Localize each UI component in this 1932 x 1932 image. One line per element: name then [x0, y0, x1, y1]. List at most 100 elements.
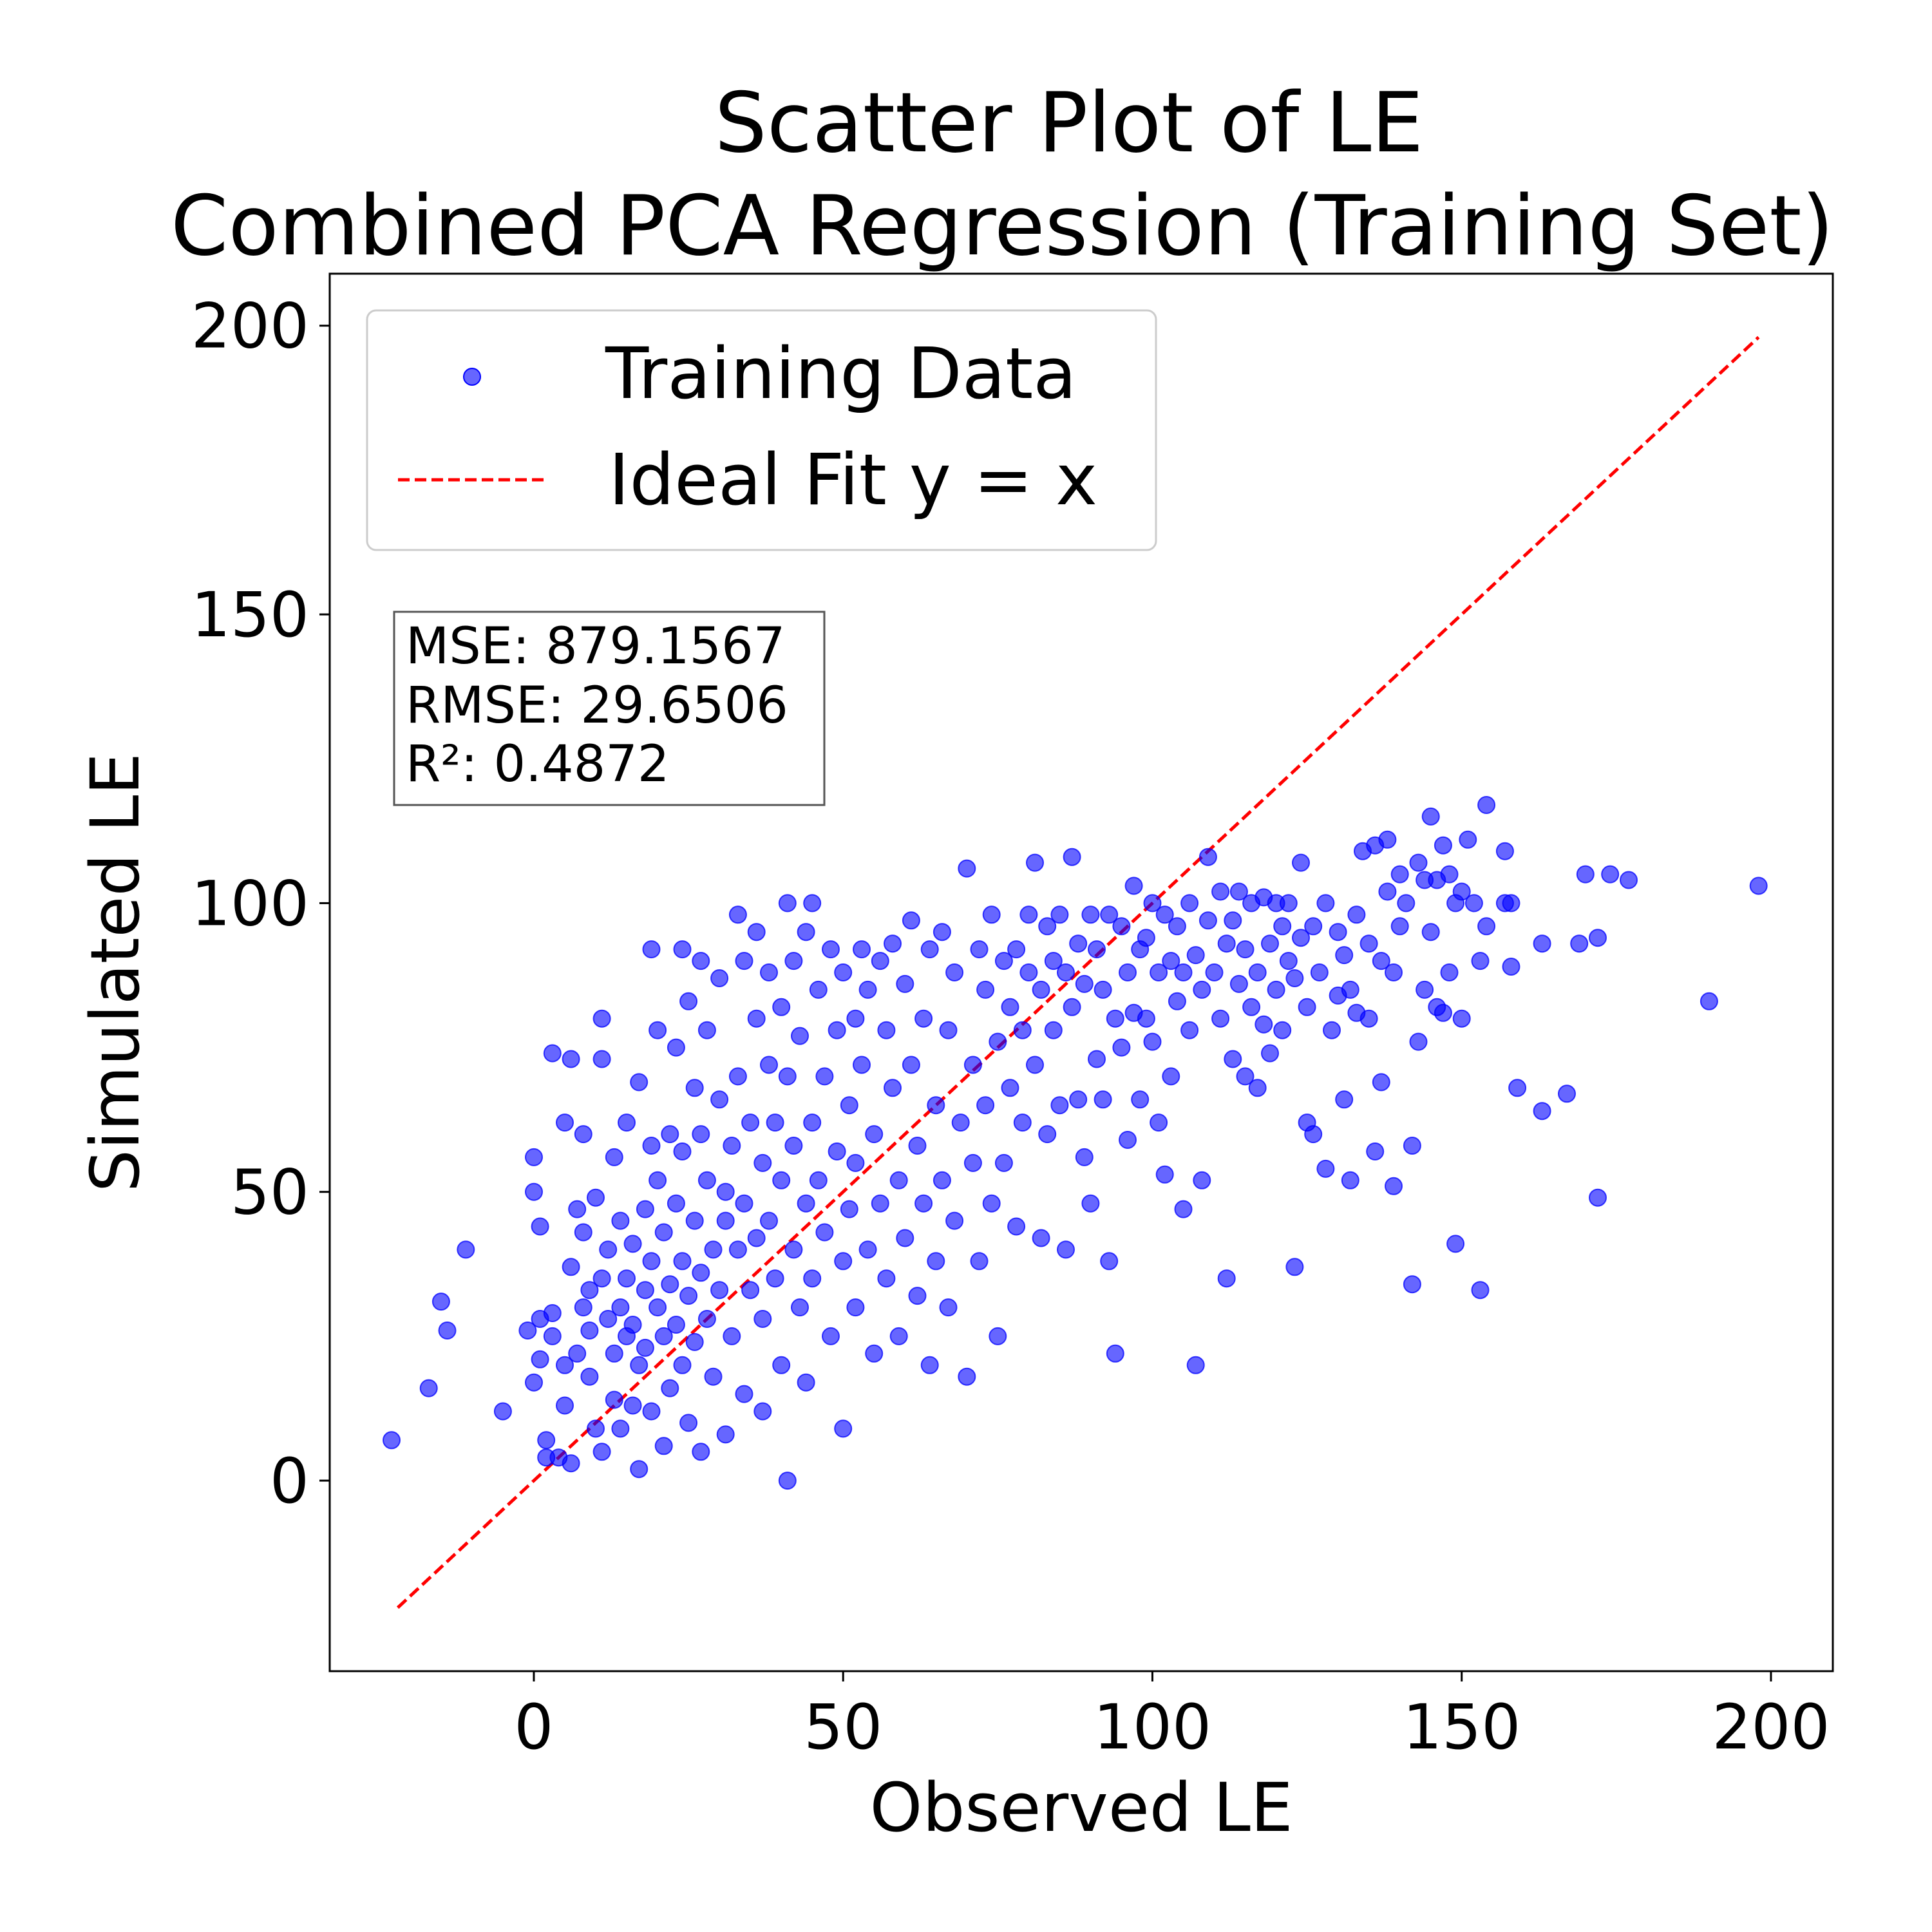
data-point	[828, 1021, 846, 1039]
data-point	[1088, 1050, 1106, 1068]
data-point	[1749, 876, 1768, 895]
data-point	[716, 1425, 735, 1444]
data-point	[1440, 963, 1459, 981]
data-point	[1168, 917, 1186, 936]
data-point	[1174, 1200, 1193, 1218]
data-point	[654, 1437, 673, 1455]
data-point	[772, 1356, 791, 1374]
data-point	[1026, 853, 1044, 872]
data-point	[1434, 1003, 1452, 1022]
data-point	[920, 940, 939, 959]
x-tick-label: 50	[804, 1691, 882, 1763]
data-point	[1533, 1102, 1551, 1121]
data-point	[1397, 894, 1416, 913]
data-point	[1471, 952, 1490, 971]
data-point	[1298, 998, 1316, 1016]
data-point	[1137, 929, 1155, 947]
data-point	[1150, 963, 1168, 981]
data-point	[945, 1211, 964, 1230]
y-tick-label: 200	[191, 290, 309, 363]
data-point	[587, 1419, 605, 1438]
data-point	[1248, 1079, 1267, 1097]
data-point	[438, 1321, 457, 1340]
data-point	[525, 1182, 543, 1201]
data-point	[611, 1419, 630, 1438]
data-point	[853, 940, 871, 959]
data-point	[747, 923, 766, 942]
data-point	[1119, 1131, 1137, 1149]
data-point	[1019, 905, 1038, 924]
data-point	[692, 1264, 710, 1282]
data-point	[766, 1113, 784, 1132]
data-point	[611, 1211, 630, 1230]
data-point	[574, 1223, 592, 1242]
data-point	[1143, 1032, 1162, 1051]
data-point	[896, 1229, 914, 1247]
data-point	[1211, 882, 1230, 901]
data-point	[642, 1137, 661, 1155]
data-point	[914, 1009, 933, 1028]
data-point	[1050, 1096, 1069, 1115]
data-point	[592, 1443, 611, 1461]
data-point	[871, 952, 889, 971]
data-point	[951, 1113, 970, 1132]
data-point	[1304, 917, 1323, 936]
data-point	[1440, 865, 1459, 884]
data-point	[679, 1414, 698, 1432]
data-point	[1261, 1044, 1279, 1063]
data-point	[840, 1096, 858, 1115]
data-point	[1385, 1177, 1403, 1195]
data-point	[958, 859, 976, 878]
data-point	[1347, 905, 1366, 924]
data-point	[1316, 894, 1335, 913]
data-point	[1198, 911, 1217, 930]
data-point	[1409, 1032, 1428, 1051]
data-point	[710, 1090, 729, 1109]
data-point	[834, 963, 853, 981]
data-point	[697, 1310, 716, 1328]
data-point	[685, 1079, 704, 1097]
data-point	[1019, 963, 1038, 981]
data-point	[735, 1385, 753, 1403]
data-point	[618, 1113, 636, 1132]
data-point	[667, 1194, 685, 1213]
data-point	[1143, 894, 1162, 913]
data-point	[661, 1275, 679, 1294]
data-point	[1224, 911, 1242, 930]
data-point	[543, 1044, 562, 1063]
data-point	[853, 1056, 871, 1074]
data-point	[599, 1240, 618, 1259]
data-point	[1112, 917, 1131, 936]
data-point	[673, 1252, 692, 1271]
data-point	[1471, 1281, 1490, 1300]
data-point	[809, 980, 828, 999]
data-point	[1094, 1090, 1112, 1109]
data-point	[741, 1281, 760, 1300]
legend-label-training-data: Training Data	[605, 332, 1077, 415]
data-point	[1533, 934, 1551, 953]
data-point	[716, 1211, 735, 1230]
stats-r2: R²: 0.4872	[406, 735, 669, 793]
data-point	[1162, 1067, 1180, 1086]
data-point	[889, 1327, 908, 1345]
data-point	[1292, 929, 1310, 947]
data-point	[1421, 807, 1440, 826]
data-point	[865, 1344, 884, 1363]
data-point	[1155, 905, 1174, 924]
legend: Training Data Ideal Fit y = x	[366, 309, 1157, 551]
data-point	[605, 1390, 623, 1409]
data-point	[1372, 1073, 1390, 1092]
x-axis-ticks: 0 50 100 150 200	[514, 1671, 1830, 1763]
data-point	[679, 1287, 698, 1305]
data-point	[908, 1287, 927, 1305]
data-point	[531, 1217, 549, 1236]
data-point	[760, 1211, 778, 1230]
data-point	[1229, 882, 1248, 901]
x-axis-label: Observed LE	[869, 1768, 1293, 1847]
data-point	[1502, 958, 1520, 976]
data-point	[1050, 905, 1069, 924]
data-point	[747, 1009, 766, 1028]
data-point	[1273, 917, 1292, 936]
data-point	[1180, 894, 1199, 913]
data-point	[760, 963, 778, 981]
